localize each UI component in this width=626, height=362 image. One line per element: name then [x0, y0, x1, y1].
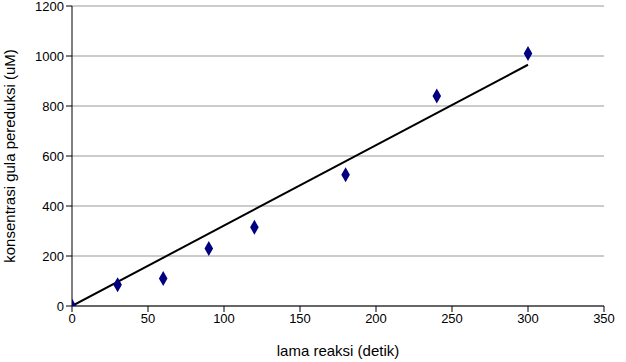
svg-text:200: 200 — [42, 249, 64, 264]
svg-text:0: 0 — [68, 311, 75, 326]
svg-text:600: 600 — [42, 149, 64, 164]
svg-text:1000: 1000 — [35, 49, 64, 64]
svg-text:300: 300 — [517, 311, 539, 326]
svg-text:0: 0 — [57, 299, 64, 314]
svg-text:konsentrasi gula pereduksi (uM: konsentrasi gula pereduksi (uM) — [8, 49, 18, 262]
svg-text:1200: 1200 — [35, 0, 64, 14]
svg-text:400: 400 — [42, 199, 64, 214]
svg-text:50: 50 — [141, 311, 155, 326]
svg-text:350: 350 — [593, 311, 615, 326]
svg-text:250: 250 — [441, 311, 463, 326]
svg-text:100: 100 — [213, 311, 235, 326]
svg-text:lama reaksi (detik): lama reaksi (detik) — [277, 342, 400, 359]
svg-text:150: 150 — [289, 311, 311, 326]
svg-text:200: 200 — [365, 311, 387, 326]
svg-text:800: 800 — [42, 99, 64, 114]
